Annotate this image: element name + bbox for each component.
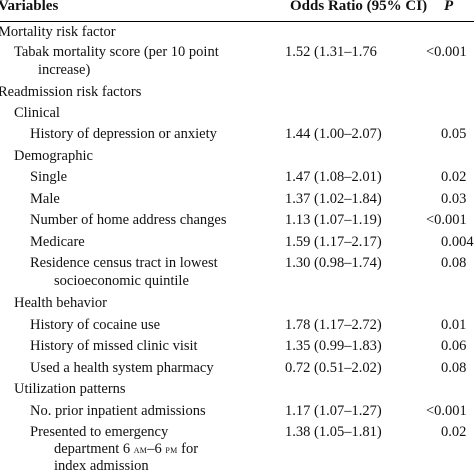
section-label: Readmission risk factors — [0, 84, 142, 100]
column-header-variables: Variables — [0, 0, 59, 14]
p-value-cell: 0.06 — [441, 338, 467, 354]
odds-ratio-cell: 1.78 (1.17–2.72) — [285, 317, 382, 333]
row-label: Single — [30, 169, 68, 185]
row-label-continuation: department 6 am–6 pm for — [54, 442, 198, 457]
odds-ratio-cell: 0.72 (0.51–2.02) — [285, 360, 382, 376]
row-label: History of missed clinic visit — [30, 338, 198, 354]
row-label: History of cocaine use — [30, 317, 161, 333]
column-header-odds-ratio: Odds Ratio (95% CI) — [290, 0, 428, 14]
subsection-label: Health behavior — [14, 295, 108, 311]
row-label-part: department 6 — [54, 441, 134, 457]
row-label: Used a health system pharmacy — [30, 360, 214, 376]
odds-ratio-cell: 1.30 (0.98–1.74) — [285, 255, 382, 271]
p-value-cell: <0.001 — [426, 212, 467, 228]
row-label-part: for — [177, 441, 199, 457]
row-label-continuation: increase) — [38, 62, 91, 78]
odds-ratio-cell: 1.37 (1.02–1.84) — [285, 191, 382, 207]
p-value-cell: 0.08 — [441, 360, 467, 376]
section-label: Mortality risk factor — [0, 24, 116, 40]
row-label: Residence census tract in lowest — [30, 255, 218, 271]
subsection-label: Utilization patterns — [14, 381, 126, 397]
table-header: Variables Odds Ratio (95% CI) P — [0, 0, 474, 22]
row-label-continuation: index admission — [54, 458, 149, 474]
pm-label: pm — [165, 442, 178, 456]
p-value-cell: 0.05 — [441, 126, 467, 142]
odds-ratio-cell: 1.38 (1.05–1.81) — [285, 424, 382, 440]
am-label: am — [133, 442, 148, 456]
column-header-p-value: P — [444, 0, 454, 14]
subsection-label: Clinical — [14, 105, 60, 121]
p-value-cell: 0.004 — [441, 234, 474, 250]
subsection-label: Demographic — [14, 148, 93, 164]
p-value-cell: <0.001 — [426, 44, 467, 60]
odds-ratio-cell: 1.52 (1.31–1.76 — [285, 44, 377, 60]
row-label: Medicare — [30, 234, 85, 250]
p-value-cell: 0.01 — [441, 317, 467, 333]
odds-ratio-cell: 1.59 (1.17–2.17) — [285, 234, 382, 250]
row-label: Male — [30, 191, 60, 207]
odds-ratio-cell: 1.35 (0.99–1.83) — [285, 338, 382, 354]
row-label: Presented to emergency — [30, 424, 169, 440]
row-label: No. prior inpatient admissions — [30, 403, 206, 419]
p-value-cell: 0.03 — [441, 191, 467, 207]
row-label: Number of home address changes — [30, 212, 227, 228]
odds-ratio-cell: 1.47 (1.08–2.01) — [285, 169, 382, 185]
odds-ratio-cell: 1.17 (1.07–1.27) — [285, 403, 382, 419]
p-value-cell: 0.02 — [441, 424, 467, 440]
p-value-cell: 0.02 — [441, 169, 467, 185]
odds-ratio-cell: 1.44 (1.00–2.07) — [285, 126, 382, 142]
odds-ratio-cell: 1.13 (1.07–1.19) — [285, 212, 382, 228]
row-label: History of depression or anxiety — [30, 126, 217, 142]
p-value-cell: <0.001 — [426, 403, 467, 419]
header-rule — [0, 21, 474, 22]
row-label-part: –6 — [147, 441, 166, 457]
row-label-continuation: socioeconomic quintile — [54, 273, 189, 289]
p-value-cell: 0.08 — [441, 255, 467, 271]
row-label: Tabak mortality score (per 10 point — [14, 44, 219, 60]
